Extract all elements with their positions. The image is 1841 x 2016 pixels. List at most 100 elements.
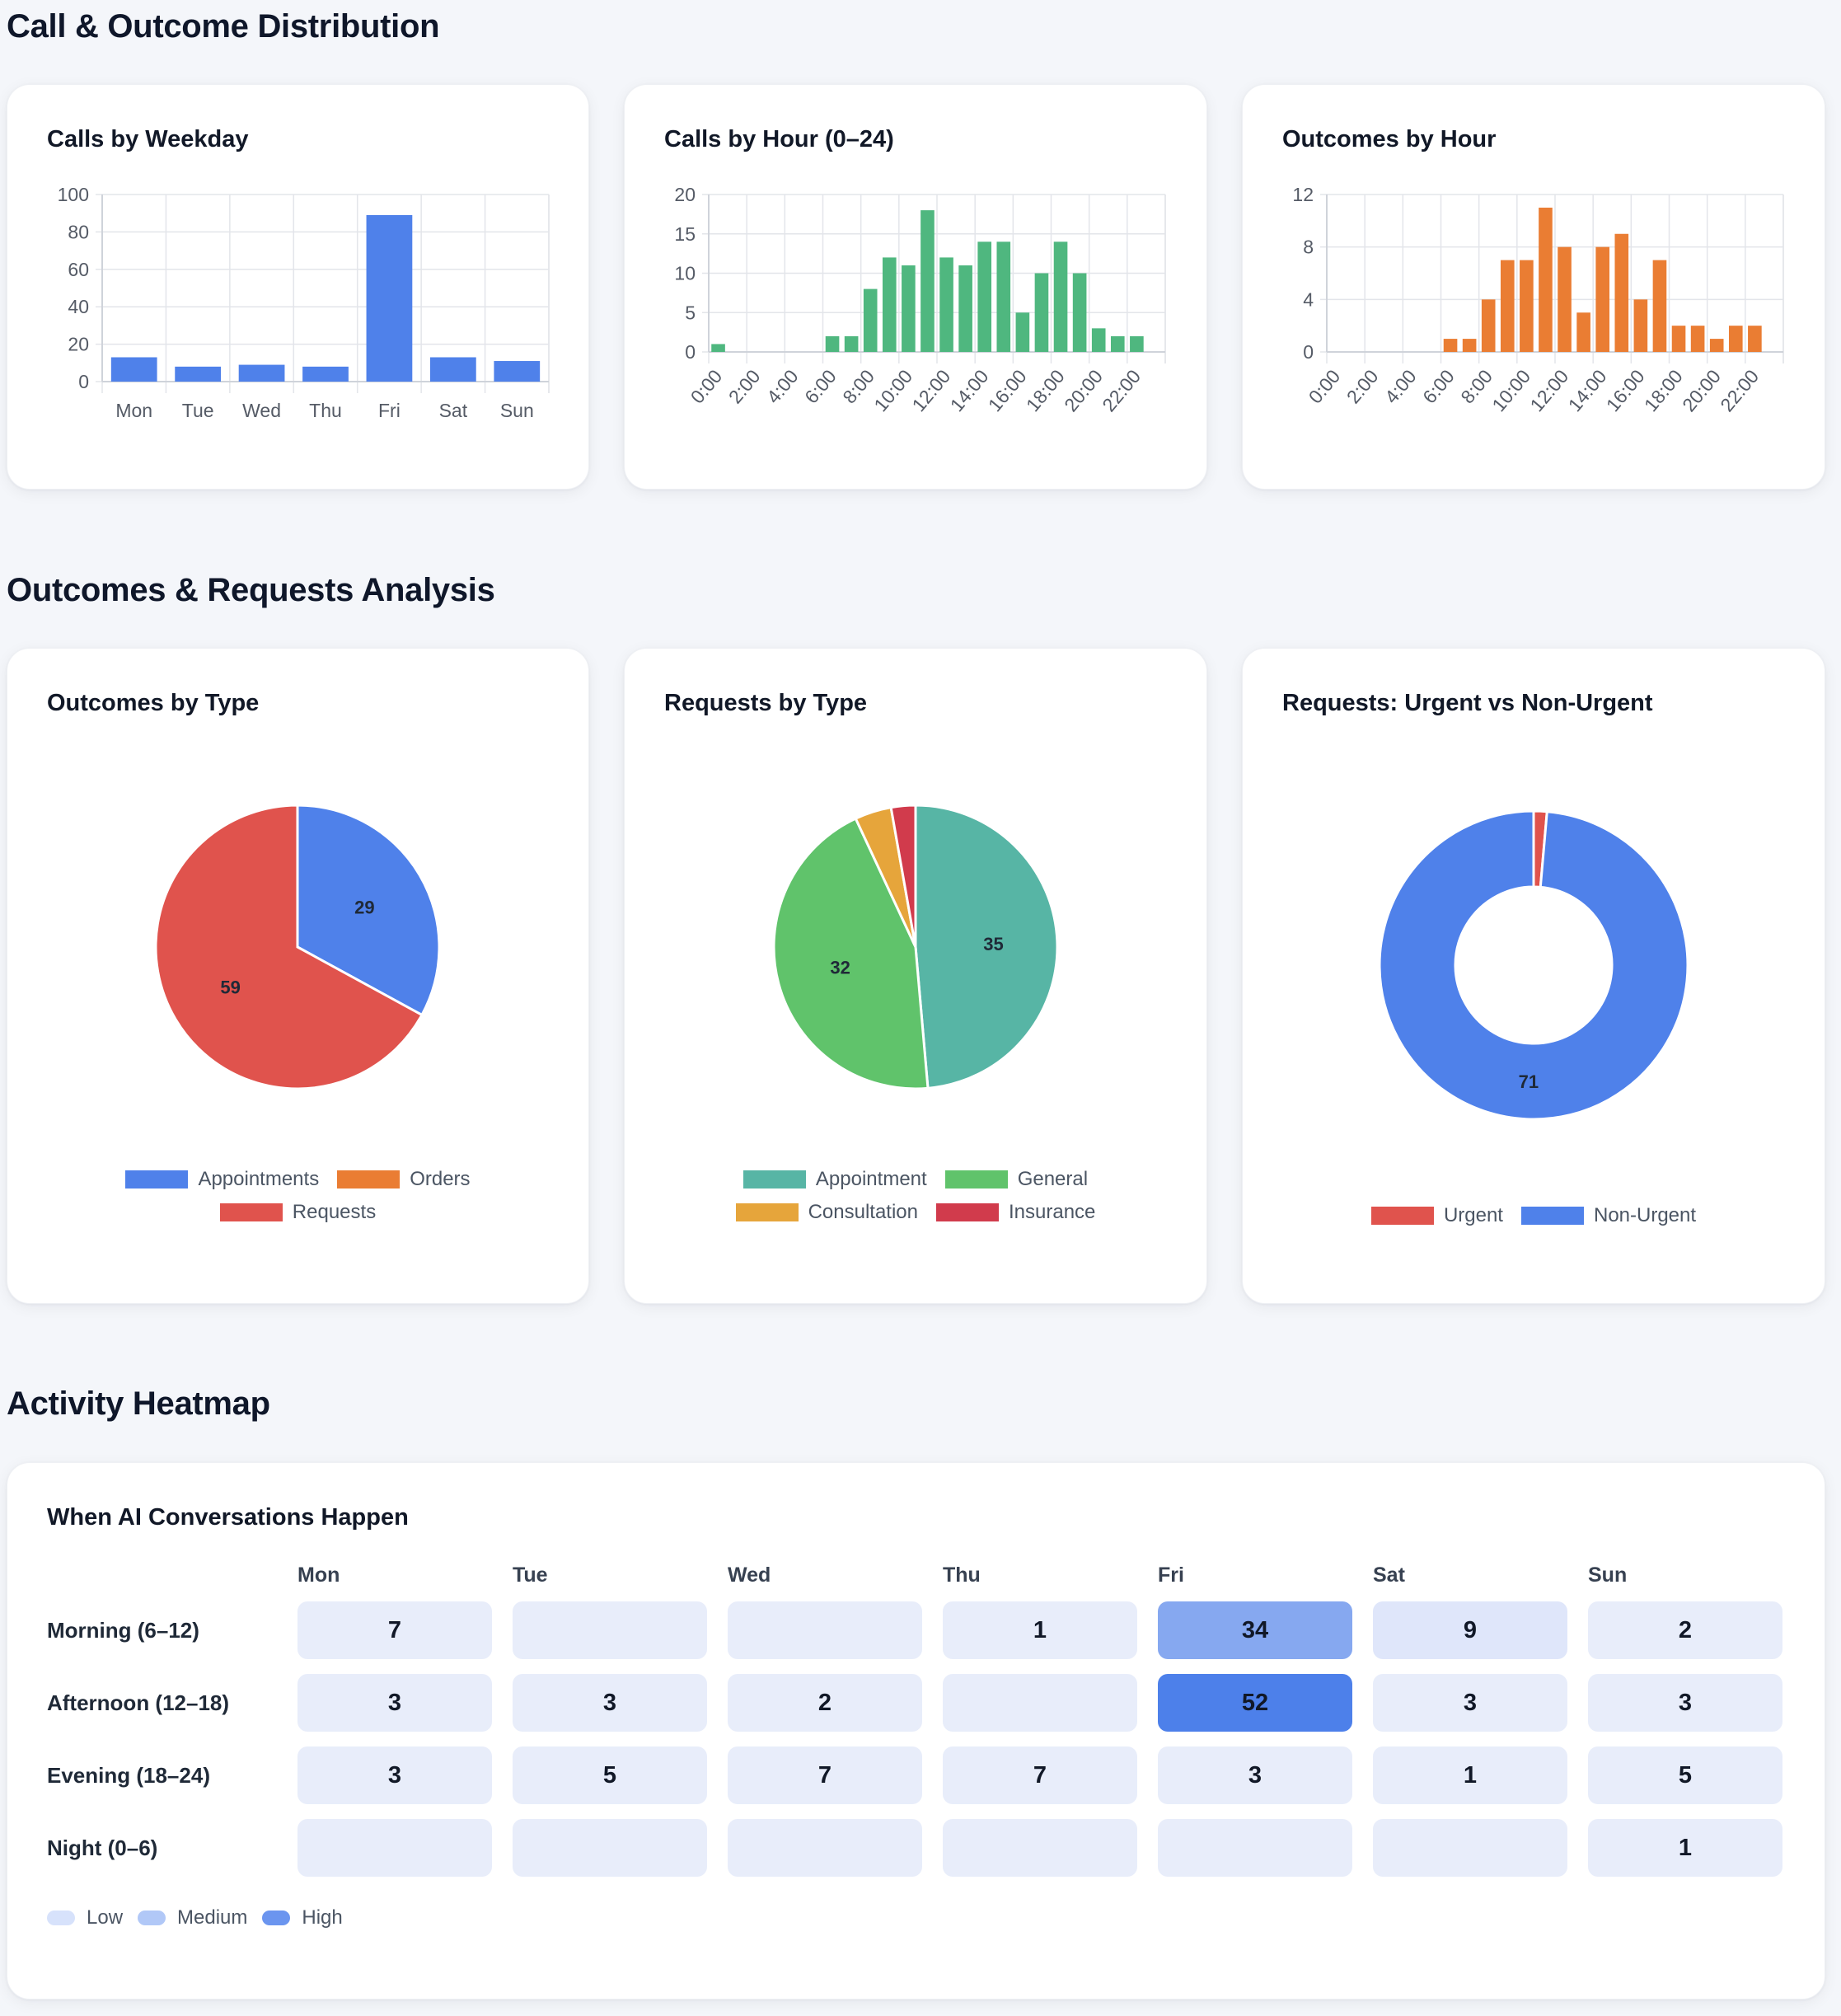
heatmap-cell[interactable]: 7 <box>297 1601 492 1659</box>
x-tick-label: 20:00 <box>1060 366 1107 416</box>
heatmap-cell[interactable] <box>728 1819 922 1877</box>
pie-slice <box>772 817 930 1090</box>
bar <box>711 344 725 352</box>
legend-item[interactable]: Orders <box>337 1168 471 1191</box>
x-tick-label: 2:00 <box>1342 366 1383 408</box>
heatmap-cell[interactable]: 5 <box>513 1746 707 1804</box>
bar <box>1015 312 1030 352</box>
x-tick-label: 10:00 <box>1487 366 1534 416</box>
heatmap-cell[interactable]: 3 <box>297 1746 492 1804</box>
heatmap-cell[interactable]: 52 <box>1158 1674 1352 1732</box>
bar <box>1462 339 1477 352</box>
heatmap-cell[interactable]: 3 <box>1588 1674 1782 1732</box>
heatmap-cell[interactable]: 3 <box>1373 1674 1567 1732</box>
heatmap-cell[interactable]: 7 <box>943 1746 1137 1804</box>
legend-label: Consultation <box>808 1201 918 1223</box>
legend-label: Non-Urgent <box>1593 1204 1697 1226</box>
bar <box>1110 335 1125 352</box>
y-tick-label: 80 <box>68 221 89 242</box>
bar <box>1728 326 1743 352</box>
heatmap-cell[interactable]: 3 <box>297 1674 492 1732</box>
x-tick-label: Sun <box>500 400 534 421</box>
heatmap-cell[interactable]: 2 <box>1588 1601 1782 1659</box>
legend-label: Medium <box>177 1906 248 1929</box>
legend-item[interactable]: Requests <box>219 1201 376 1224</box>
legend-item[interactable]: Insurance <box>936 1201 1095 1224</box>
heatmap-cell[interactable] <box>943 1674 1137 1732</box>
requests-urgency-chart: 71 <box>1378 809 1689 1121</box>
card-title: Requests by Type <box>664 690 868 716</box>
heatmap-cell[interactable] <box>943 1819 1137 1877</box>
card-outcomes-by-type: Outcomes by Type 29 59 Appointments Orders… <box>7 648 589 1304</box>
heatmap-cell[interactable]: 3 <box>1158 1746 1352 1804</box>
bar <box>844 335 859 352</box>
heatmap-cell[interactable]: 9 <box>1373 1601 1567 1659</box>
legend-item[interactable]: Appointments <box>125 1168 319 1191</box>
heatmap-cell[interactable] <box>513 1601 707 1659</box>
outcomes-by-type-chart: 29 59 <box>154 804 441 1090</box>
bar <box>1520 260 1534 352</box>
heatmap-legend-item: High <box>262 1906 343 1929</box>
heatmap-cell[interactable]: 5 <box>1588 1746 1782 1804</box>
legend-row: Consultation Insurance <box>735 1201 1095 1224</box>
heatmap-cell[interactable]: 2 <box>728 1674 922 1732</box>
bar <box>958 265 972 352</box>
outcomes-by-hour-chart: 048120:002:004:006:008:0010:0012:0014:00… <box>1292 184 1784 416</box>
y-tick-label: 15 <box>674 223 696 245</box>
pie-slice <box>154 804 424 1090</box>
heatmap-cell[interactable] <box>728 1601 922 1659</box>
bar <box>1091 328 1106 352</box>
heatmap-row-label: Morning (6–12) <box>47 1618 199 1643</box>
x-tick-label: 16:00 <box>984 366 1031 416</box>
heatmap-legend: Low Medium High <box>47 1906 346 1929</box>
x-tick-label: 0:00 <box>686 366 727 408</box>
x-tick-label: Wed <box>242 400 281 421</box>
y-tick-label: 12 <box>1292 184 1314 205</box>
card-title: Outcomes by Type <box>47 690 260 716</box>
heatmap-day-header: Wed <box>728 1564 771 1587</box>
heatmap-cell[interactable]: 7 <box>728 1746 922 1804</box>
y-tick-label: 5 <box>685 302 696 323</box>
heatmap-cell[interactable]: 3 <box>513 1674 707 1732</box>
heatmap-cell[interactable]: 1 <box>943 1601 1137 1659</box>
heatmap-cell[interactable] <box>1373 1819 1567 1877</box>
legend-label: General <box>1017 1168 1089 1190</box>
legend-item[interactable]: Consultation <box>735 1201 918 1224</box>
heatmap-cell[interactable] <box>297 1819 492 1877</box>
heatmap-day-header: Sat <box>1373 1564 1405 1587</box>
heatmap-cell[interactable]: 1 <box>1588 1819 1782 1877</box>
legend-item[interactable]: Appointment <box>742 1168 927 1191</box>
heatmap-cell[interactable]: 34 <box>1158 1601 1352 1659</box>
x-tick-label: 14:00 <box>1564 366 1611 416</box>
bar <box>1614 233 1629 352</box>
bar <box>939 257 953 352</box>
x-tick-label: 22:00 <box>1098 366 1145 416</box>
y-tick-label: 0 <box>78 371 89 392</box>
card-title: Calls by Hour (0–24) <box>664 126 894 152</box>
heatmap-cell[interactable]: 1 <box>1373 1746 1567 1804</box>
bar <box>1576 312 1590 352</box>
bar <box>1748 326 1762 352</box>
bar <box>996 241 1011 352</box>
slice-label: 35 <box>983 934 1003 954</box>
y-tick-label: 60 <box>68 259 89 280</box>
card-title: Calls by Weekday <box>47 126 249 152</box>
x-tick-label: 18:00 <box>1022 366 1069 416</box>
section-title-heatmap: Activity Heatmap <box>7 1385 270 1422</box>
bar <box>1709 339 1724 352</box>
bar <box>366 214 413 382</box>
slice-label: 59 <box>220 977 240 997</box>
heatmap-cell[interactable] <box>1158 1819 1352 1877</box>
legend-swatch <box>936 1203 999 1221</box>
heatmap-cell[interactable] <box>513 1819 707 1877</box>
card-outcomes-by-hour: Outcomes by Hour 0 4 8 12 0:00 2:00 4:00 6:00 8:… <box>1242 84 1825 490</box>
bar <box>882 257 897 352</box>
pie-slice <box>1378 809 1689 1121</box>
legend-label: High <box>302 1906 343 1929</box>
pie-slice <box>914 804 1059 1090</box>
legend-swatch <box>742 1170 806 1189</box>
legend-item[interactable]: Urgent <box>1370 1204 1503 1227</box>
legend-item[interactable]: General <box>944 1168 1089 1191</box>
legend-item[interactable]: Non-Urgent <box>1520 1204 1697 1227</box>
x-tick-label: Mon <box>115 400 152 421</box>
